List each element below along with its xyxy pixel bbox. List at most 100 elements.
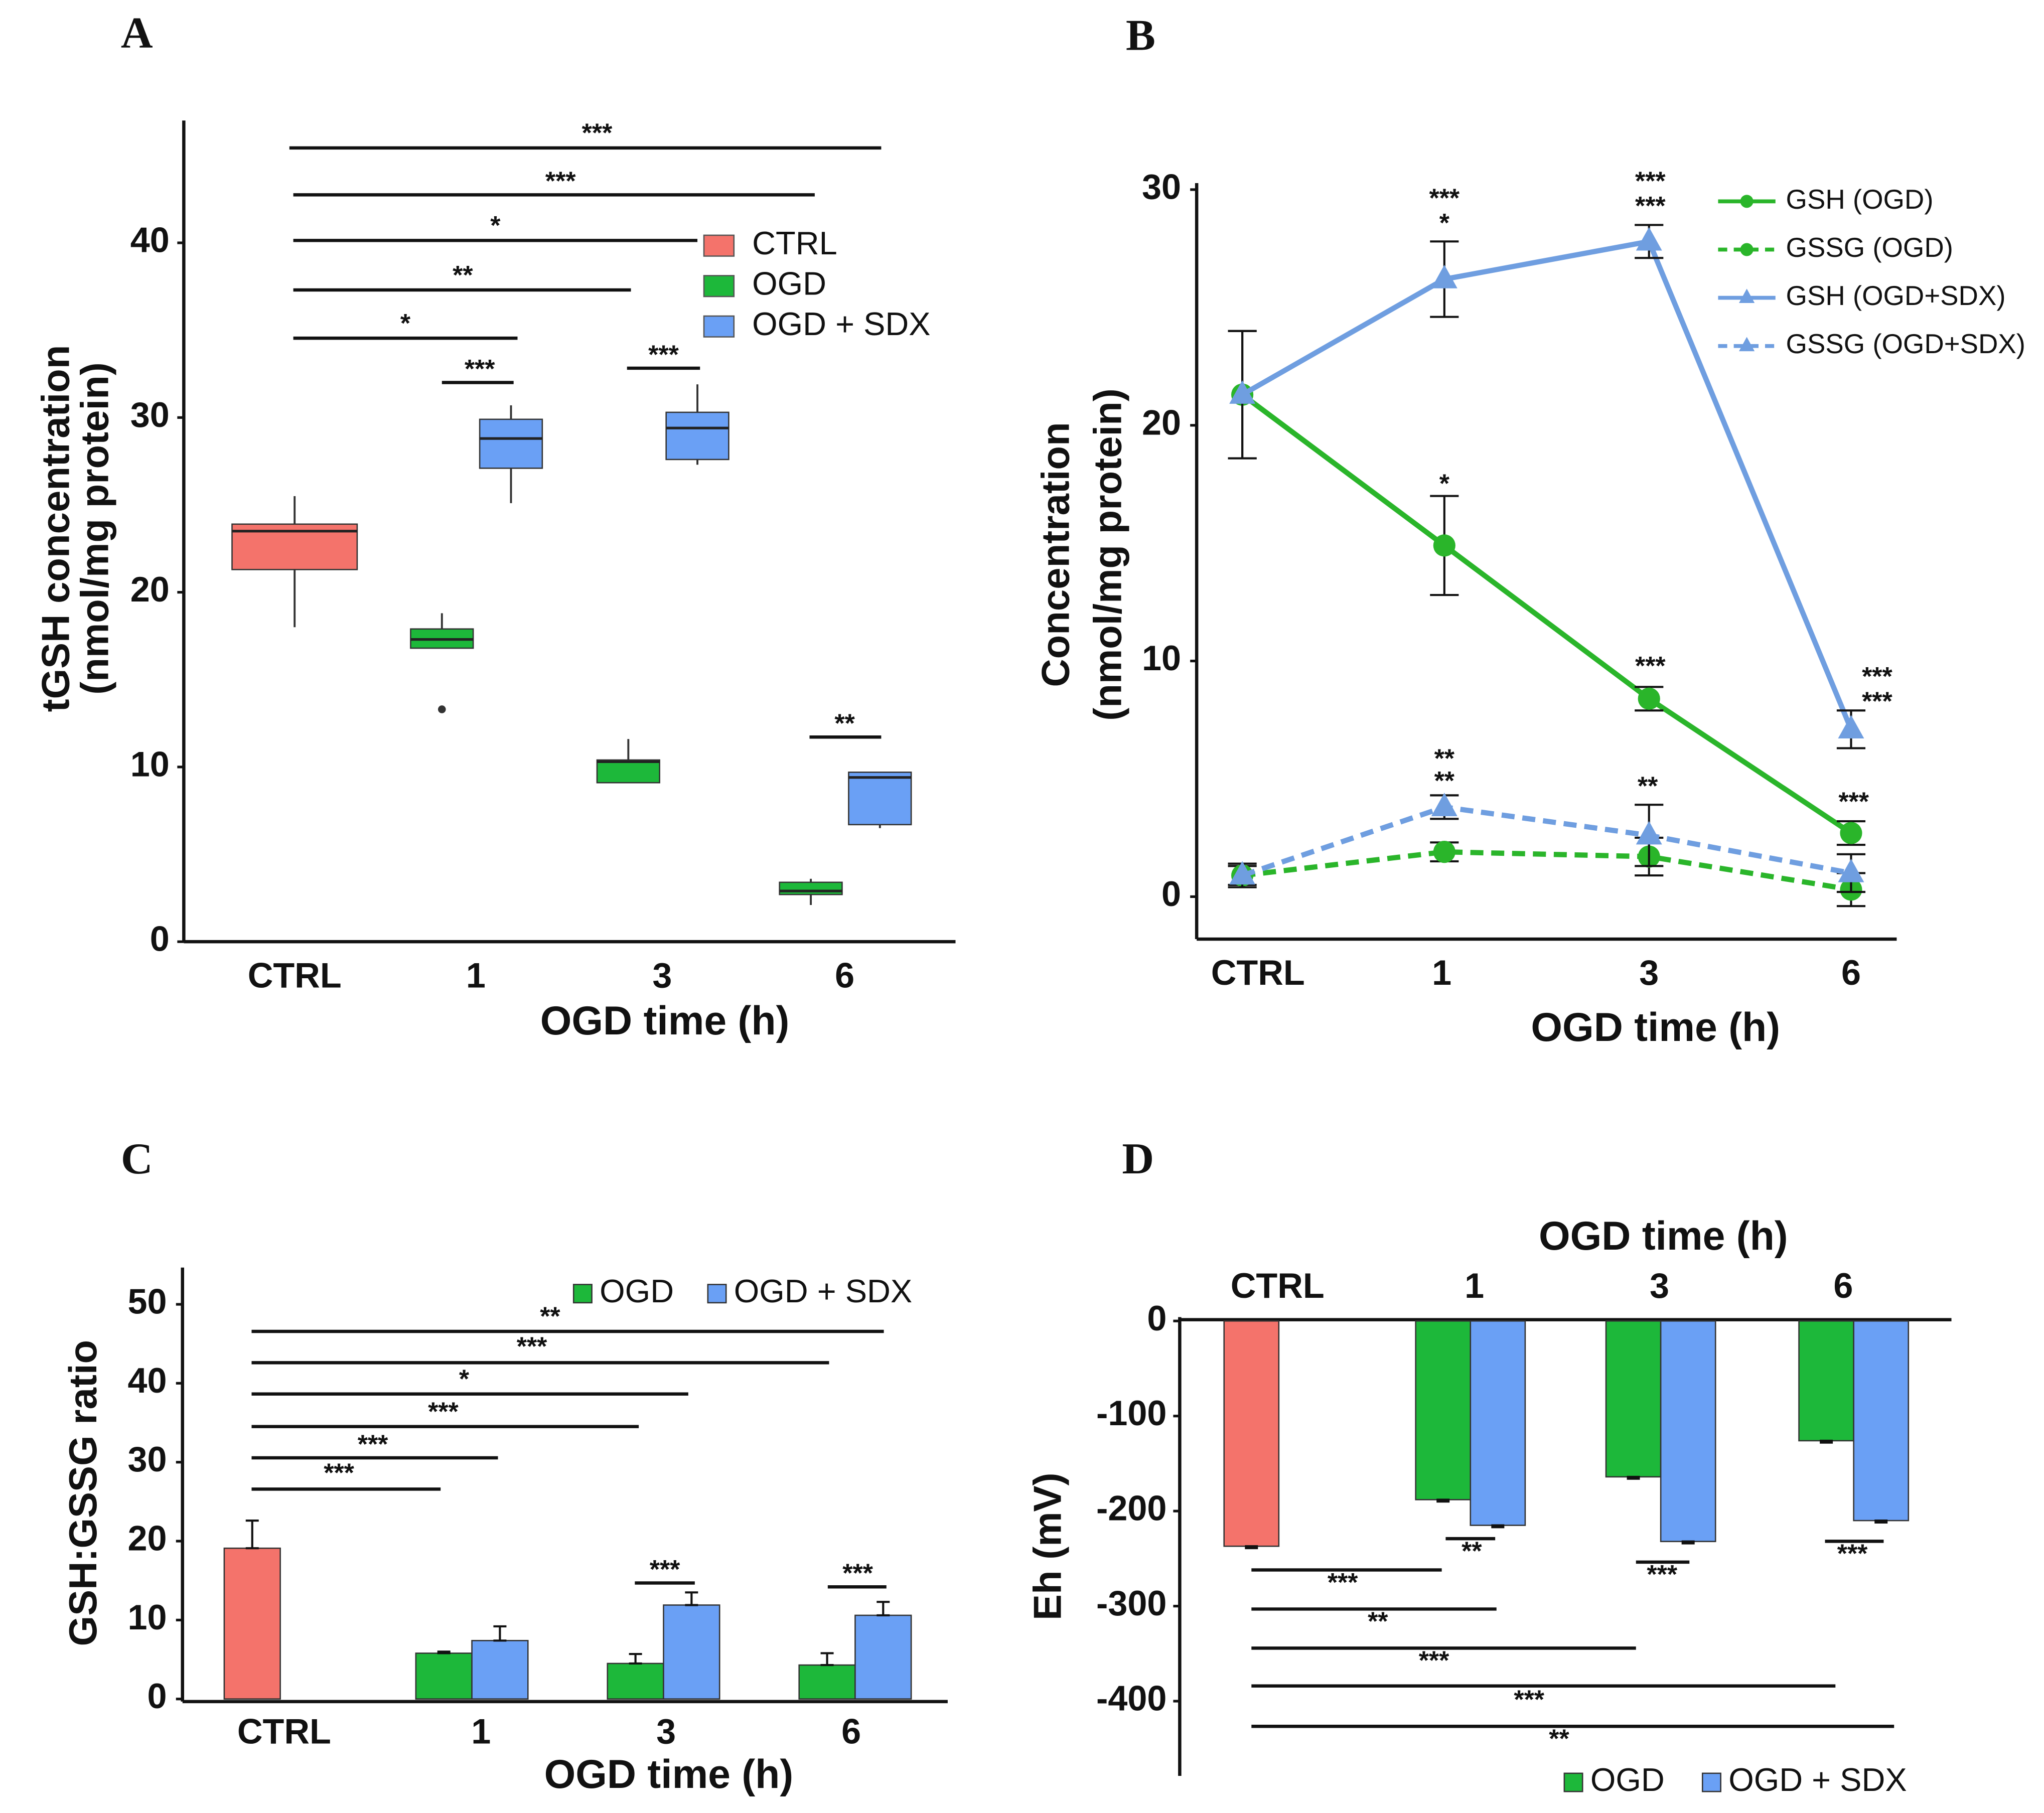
bar — [1853, 1320, 1910, 1522]
marker — [1431, 793, 1457, 817]
significance-label: *** — [582, 119, 613, 148]
x-axis-title: OGD time (h) — [1531, 1005, 1780, 1050]
x-tick-label: 1 — [1465, 1266, 1484, 1305]
x-tick-label: 6 — [835, 955, 854, 995]
x-tick-label: 1 — [1432, 953, 1451, 992]
bar — [607, 1663, 664, 1700]
box — [848, 772, 912, 826]
legend-label: GSH (OGD) — [1786, 184, 1934, 215]
y-tick-label: 40 — [130, 220, 170, 260]
x-tick-label: 6 — [1833, 1266, 1853, 1305]
significance-label: ** — [1434, 744, 1455, 774]
marker — [1838, 715, 1864, 739]
legend-swatch — [707, 1284, 727, 1304]
outlier — [438, 705, 446, 713]
marker — [1229, 380, 1256, 404]
marker — [1840, 822, 1862, 844]
legend-label: OGD + SDX — [1728, 1761, 1907, 1798]
y-tick-label: 10 — [1142, 638, 1181, 678]
significance-label: *** — [1837, 1540, 1868, 1569]
y-tick-label: -100 — [1096, 1393, 1166, 1433]
significance-label: *** — [358, 1430, 388, 1459]
box — [779, 881, 843, 895]
significance-label: * — [459, 1365, 470, 1394]
y-tick-label: 30 — [130, 395, 170, 434]
legend-marker — [1739, 337, 1755, 352]
legend-marker — [1740, 243, 1754, 256]
significance-label: ** — [834, 709, 855, 738]
series-line — [1242, 849, 1852, 892]
x-axis-title: OGD time (h) — [544, 1752, 794, 1797]
significance-label: * — [490, 211, 501, 240]
x-tick-label: 1 — [471, 1711, 491, 1751]
legend-swatch — [703, 234, 735, 257]
box — [596, 759, 660, 784]
y-axis-title: Concentration — [1033, 422, 1077, 687]
legend-swatch — [1563, 1772, 1583, 1792]
significance-label: *** — [1862, 662, 1892, 691]
y-tick-label: -300 — [1096, 1583, 1166, 1623]
significance-label: * — [1439, 469, 1450, 498]
bar — [1415, 1320, 1472, 1500]
x-tick-label: 3 — [1639, 953, 1659, 992]
significance-label: * — [400, 309, 411, 338]
significance-label: ** — [1638, 772, 1658, 801]
y-tick-label: -400 — [1096, 1679, 1166, 1718]
significance-label: *** — [1838, 787, 1869, 816]
bar — [1798, 1320, 1854, 1442]
marker — [1638, 687, 1660, 710]
y-axis-title: tGSH concentration — [34, 345, 78, 712]
legend-swatch — [1701, 1772, 1721, 1792]
significance-label: *** — [545, 167, 576, 196]
legend-marker — [1739, 288, 1755, 304]
bar — [854, 1614, 912, 1700]
x-tick-label: 3 — [1650, 1266, 1669, 1305]
x-tick-label: 6 — [1841, 953, 1861, 992]
y-tick-label: -200 — [1096, 1488, 1166, 1528]
legend-label: OGD — [752, 265, 826, 301]
significance-label: ** — [1462, 1537, 1482, 1566]
significance-label: ** — [1549, 1725, 1569, 1754]
y-tick-label: 0 — [150, 919, 170, 959]
y-tick-label: 50 — [128, 1282, 167, 1321]
series-line — [1241, 804, 1852, 878]
x-tick-label: 6 — [841, 1711, 861, 1751]
significance-label: *** — [648, 340, 679, 369]
bar — [1470, 1320, 1526, 1526]
bar — [798, 1664, 856, 1700]
significance-label: *** — [324, 1459, 354, 1488]
y-tick-label: 0 — [1147, 1298, 1166, 1338]
y-tick-label: 0 — [148, 1676, 167, 1716]
legend-label: GSSG (OGD+SDX) — [1786, 329, 2025, 359]
significance-label: *** — [1419, 1646, 1449, 1676]
x-tick-label: CTRL — [237, 1711, 331, 1751]
y-tick-label: 40 — [128, 1361, 167, 1400]
marker — [1636, 227, 1662, 251]
significance-label: *** — [465, 355, 495, 384]
y-tick-label: 20 — [1142, 402, 1181, 442]
legend-label: CTRL — [752, 225, 837, 261]
legend-label: OGD + SDX — [752, 306, 930, 342]
significance-label: ** — [453, 261, 473, 290]
bar — [663, 1604, 720, 1700]
significance-label: *** — [517, 1332, 547, 1362]
panel-letter: C — [121, 1134, 153, 1183]
x-tick-label: CTRL — [1211, 953, 1305, 992]
x-tick-label: CTRL — [248, 955, 342, 995]
y-tick-label: 0 — [1161, 874, 1181, 914]
significance-label: ** — [540, 1302, 560, 1331]
bar — [1223, 1320, 1280, 1547]
y-tick-label: 10 — [128, 1597, 167, 1637]
panel-letter: D — [1122, 1134, 1154, 1183]
panel-letter: B — [1126, 11, 1155, 60]
x-tick-label: 1 — [466, 955, 486, 995]
significance-label: *** — [1429, 184, 1459, 213]
y-axis-title: GSH:GSSG ratio — [61, 1340, 105, 1646]
marker — [1838, 858, 1864, 882]
y-tick-label: 10 — [130, 744, 170, 784]
significance-label: * — [1439, 209, 1450, 238]
bar — [1660, 1320, 1716, 1543]
x-tick-label: 3 — [656, 1711, 676, 1751]
